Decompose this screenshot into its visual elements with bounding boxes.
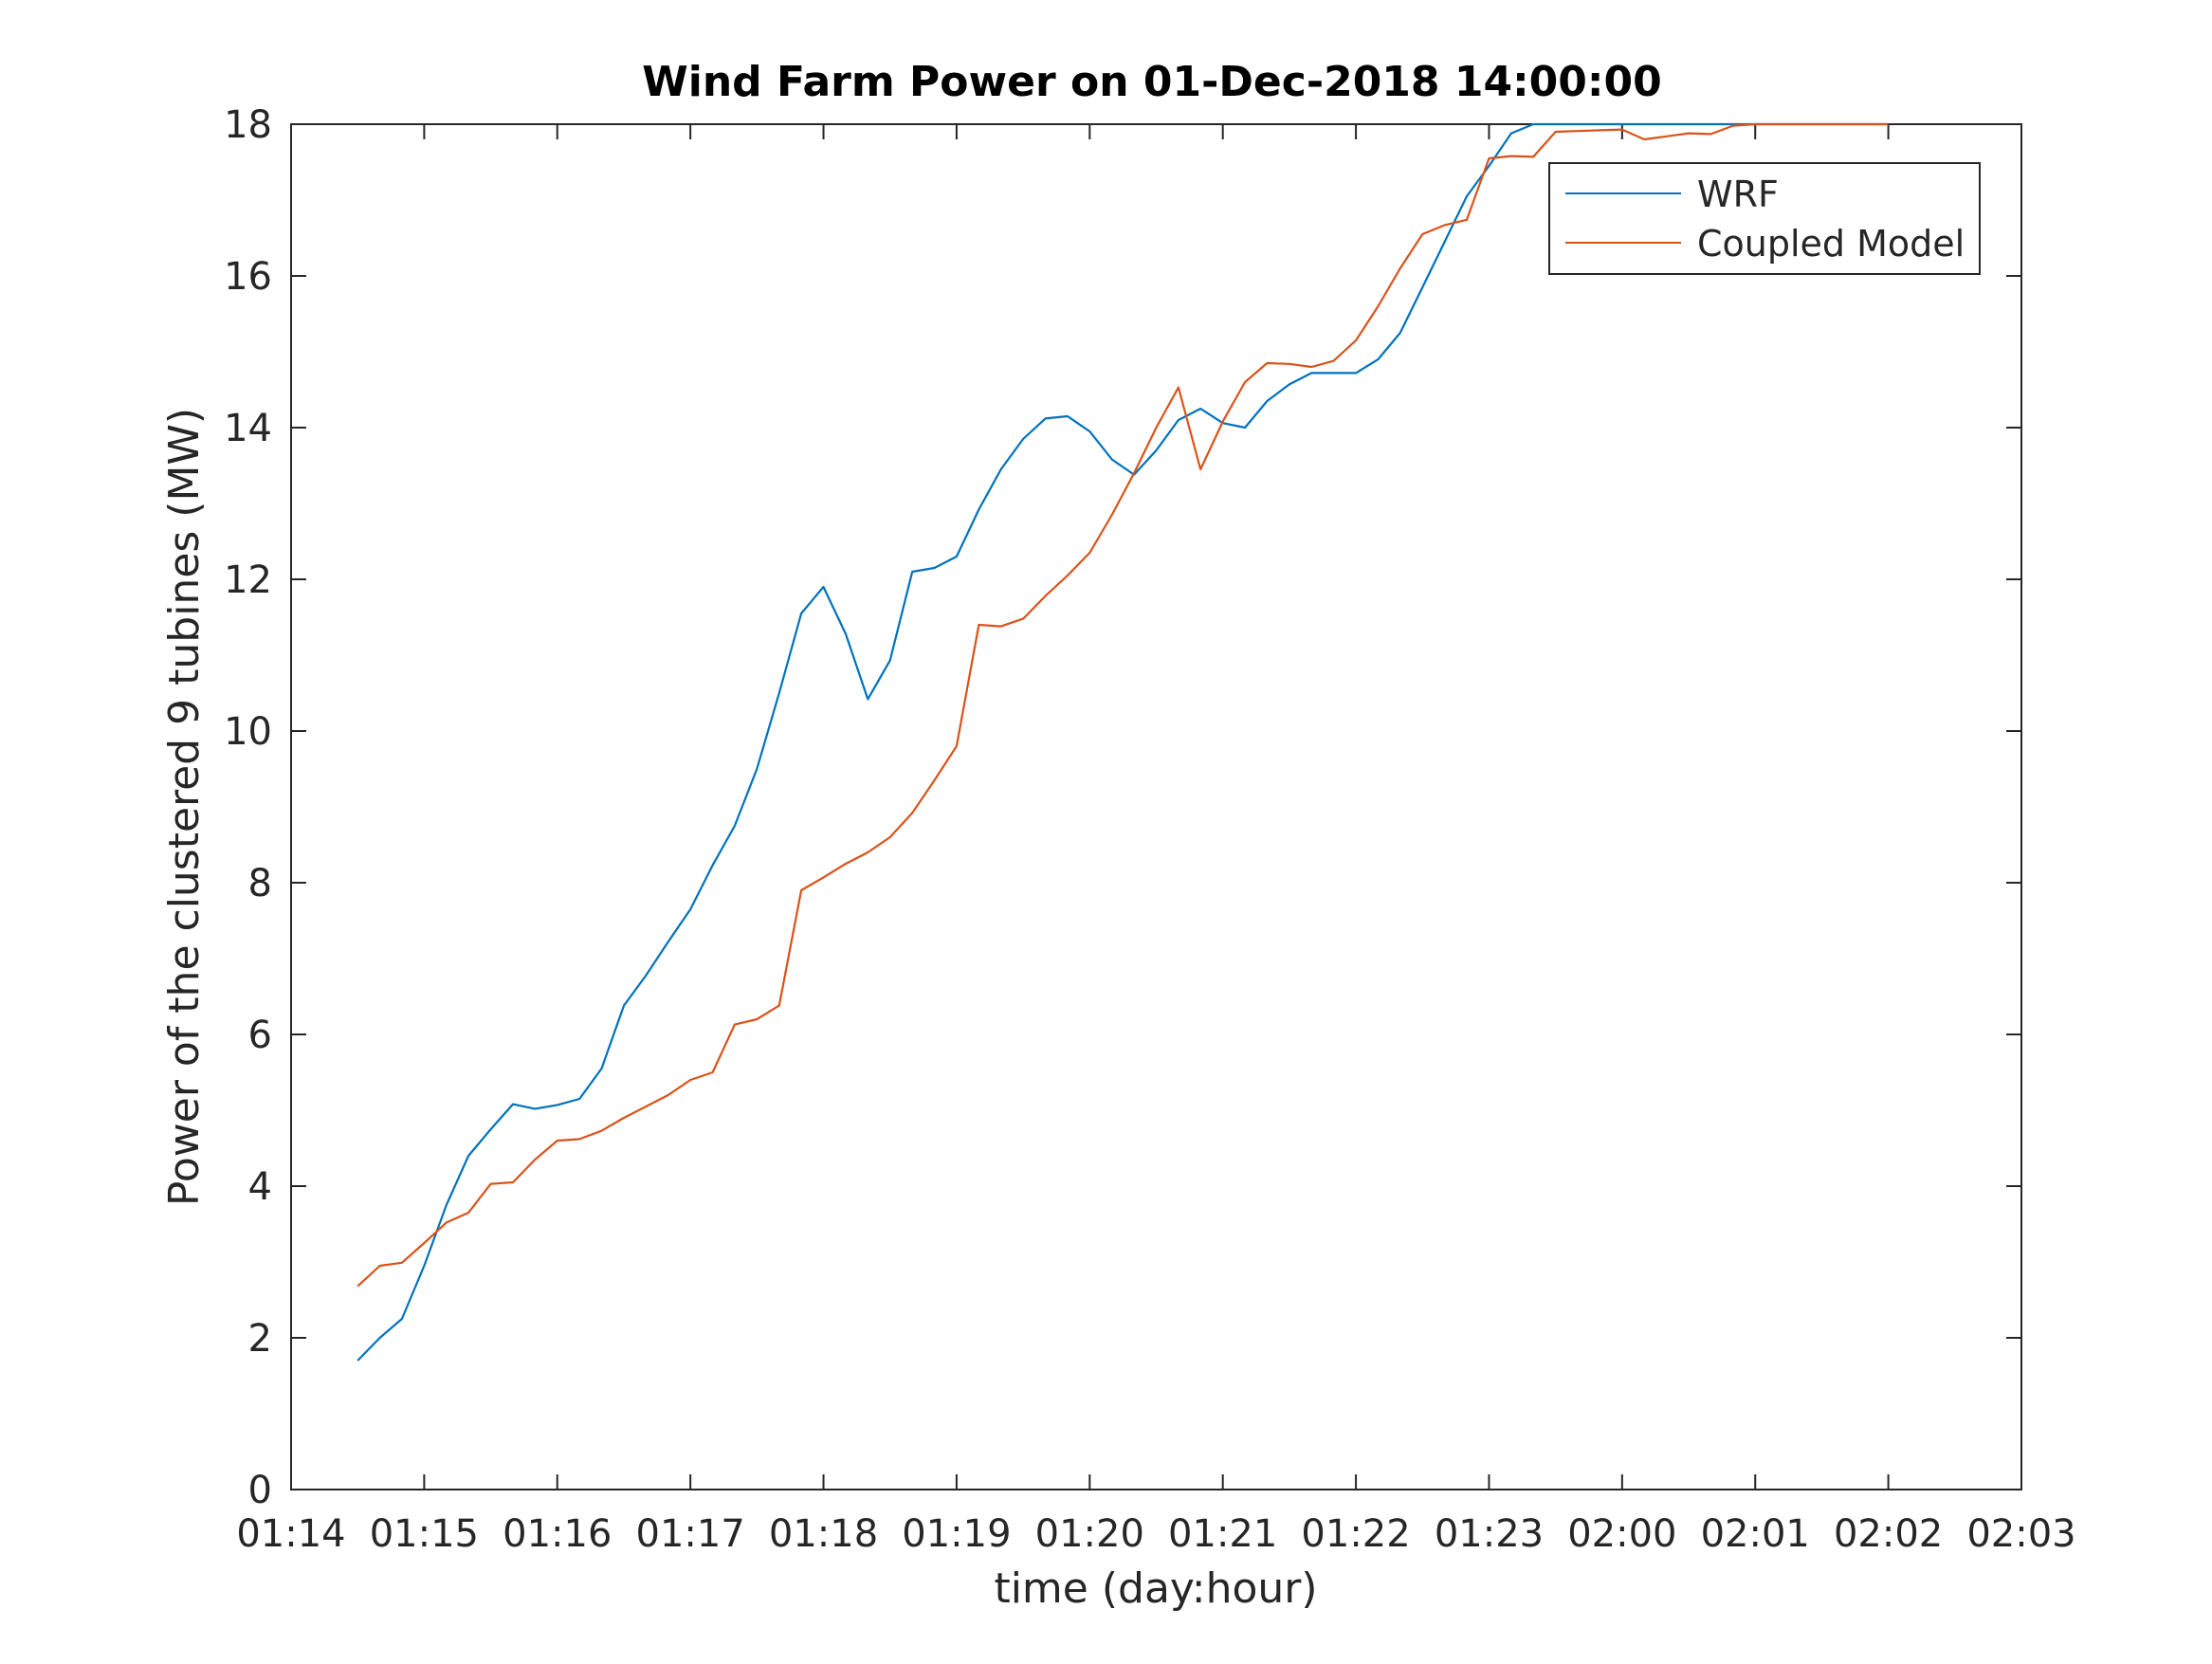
x-tick-label: 02:01	[1701, 1512, 1810, 1556]
x-tick-label: 01:19	[902, 1512, 1011, 1556]
x-tick-label: 02:00	[1567, 1512, 1676, 1556]
legend-label-coupled-model: Coupled Model	[1697, 223, 1965, 265]
y-tick-label: 10	[224, 710, 272, 754]
series-line-coupled-model	[356, 122, 1889, 1288]
x-tick-label: 01:21	[1168, 1512, 1277, 1556]
y-tick-label: 2	[248, 1317, 272, 1361]
y-axis: 0 2 4 6 8 10 12 14 16 18	[224, 103, 2021, 1512]
x-tick-label: 01:17	[636, 1512, 745, 1556]
series-line-wrf	[356, 122, 1889, 1362]
x-axis: 01:14 01:15 01:16 01:17 01:18 01:19 01:20 01:21…	[236, 124, 2076, 1556]
x-tick-label: 01:18	[769, 1512, 878, 1556]
x-axis-label: time (day:hour)	[994, 1564, 1317, 1613]
x-tick-label: 01:14	[236, 1512, 345, 1556]
y-tick-label: 12	[224, 558, 272, 602]
x-tick-label: 02:03	[1966, 1512, 2075, 1556]
y-tick-label: 0	[248, 1469, 272, 1512]
legend-label-wrf: WRF	[1697, 174, 1779, 215]
legend: WRF Coupled Model	[1548, 162, 1981, 275]
y-tick-label: 14	[224, 407, 272, 450]
x-tick-label: 01:16	[503, 1512, 612, 1556]
x-tick-label: 01:20	[1035, 1512, 1144, 1556]
legend-box	[1548, 162, 1981, 275]
x-tick-label: 01:23	[1435, 1512, 1544, 1556]
y-tick-label: 8	[248, 862, 272, 905]
x-tick-label: 02:02	[1834, 1512, 1943, 1556]
x-tick-label: 01:22	[1301, 1512, 1410, 1556]
y-tick-label: 18	[224, 103, 272, 147]
x-tick-label: 01:15	[370, 1512, 479, 1556]
plot-area	[290, 123, 2022, 1490]
series-lines	[356, 122, 1889, 1362]
y-tick-label: 6	[248, 1014, 272, 1057]
y-tick-label: 4	[248, 1165, 272, 1209]
y-axis-label: Power of the clustered 9 tubines (MW)	[160, 408, 209, 1206]
y-tick-label: 16	[224, 255, 272, 299]
chart-title: Wind Farm Power on 01-Dec-2018 14:00:00	[642, 58, 1662, 106]
